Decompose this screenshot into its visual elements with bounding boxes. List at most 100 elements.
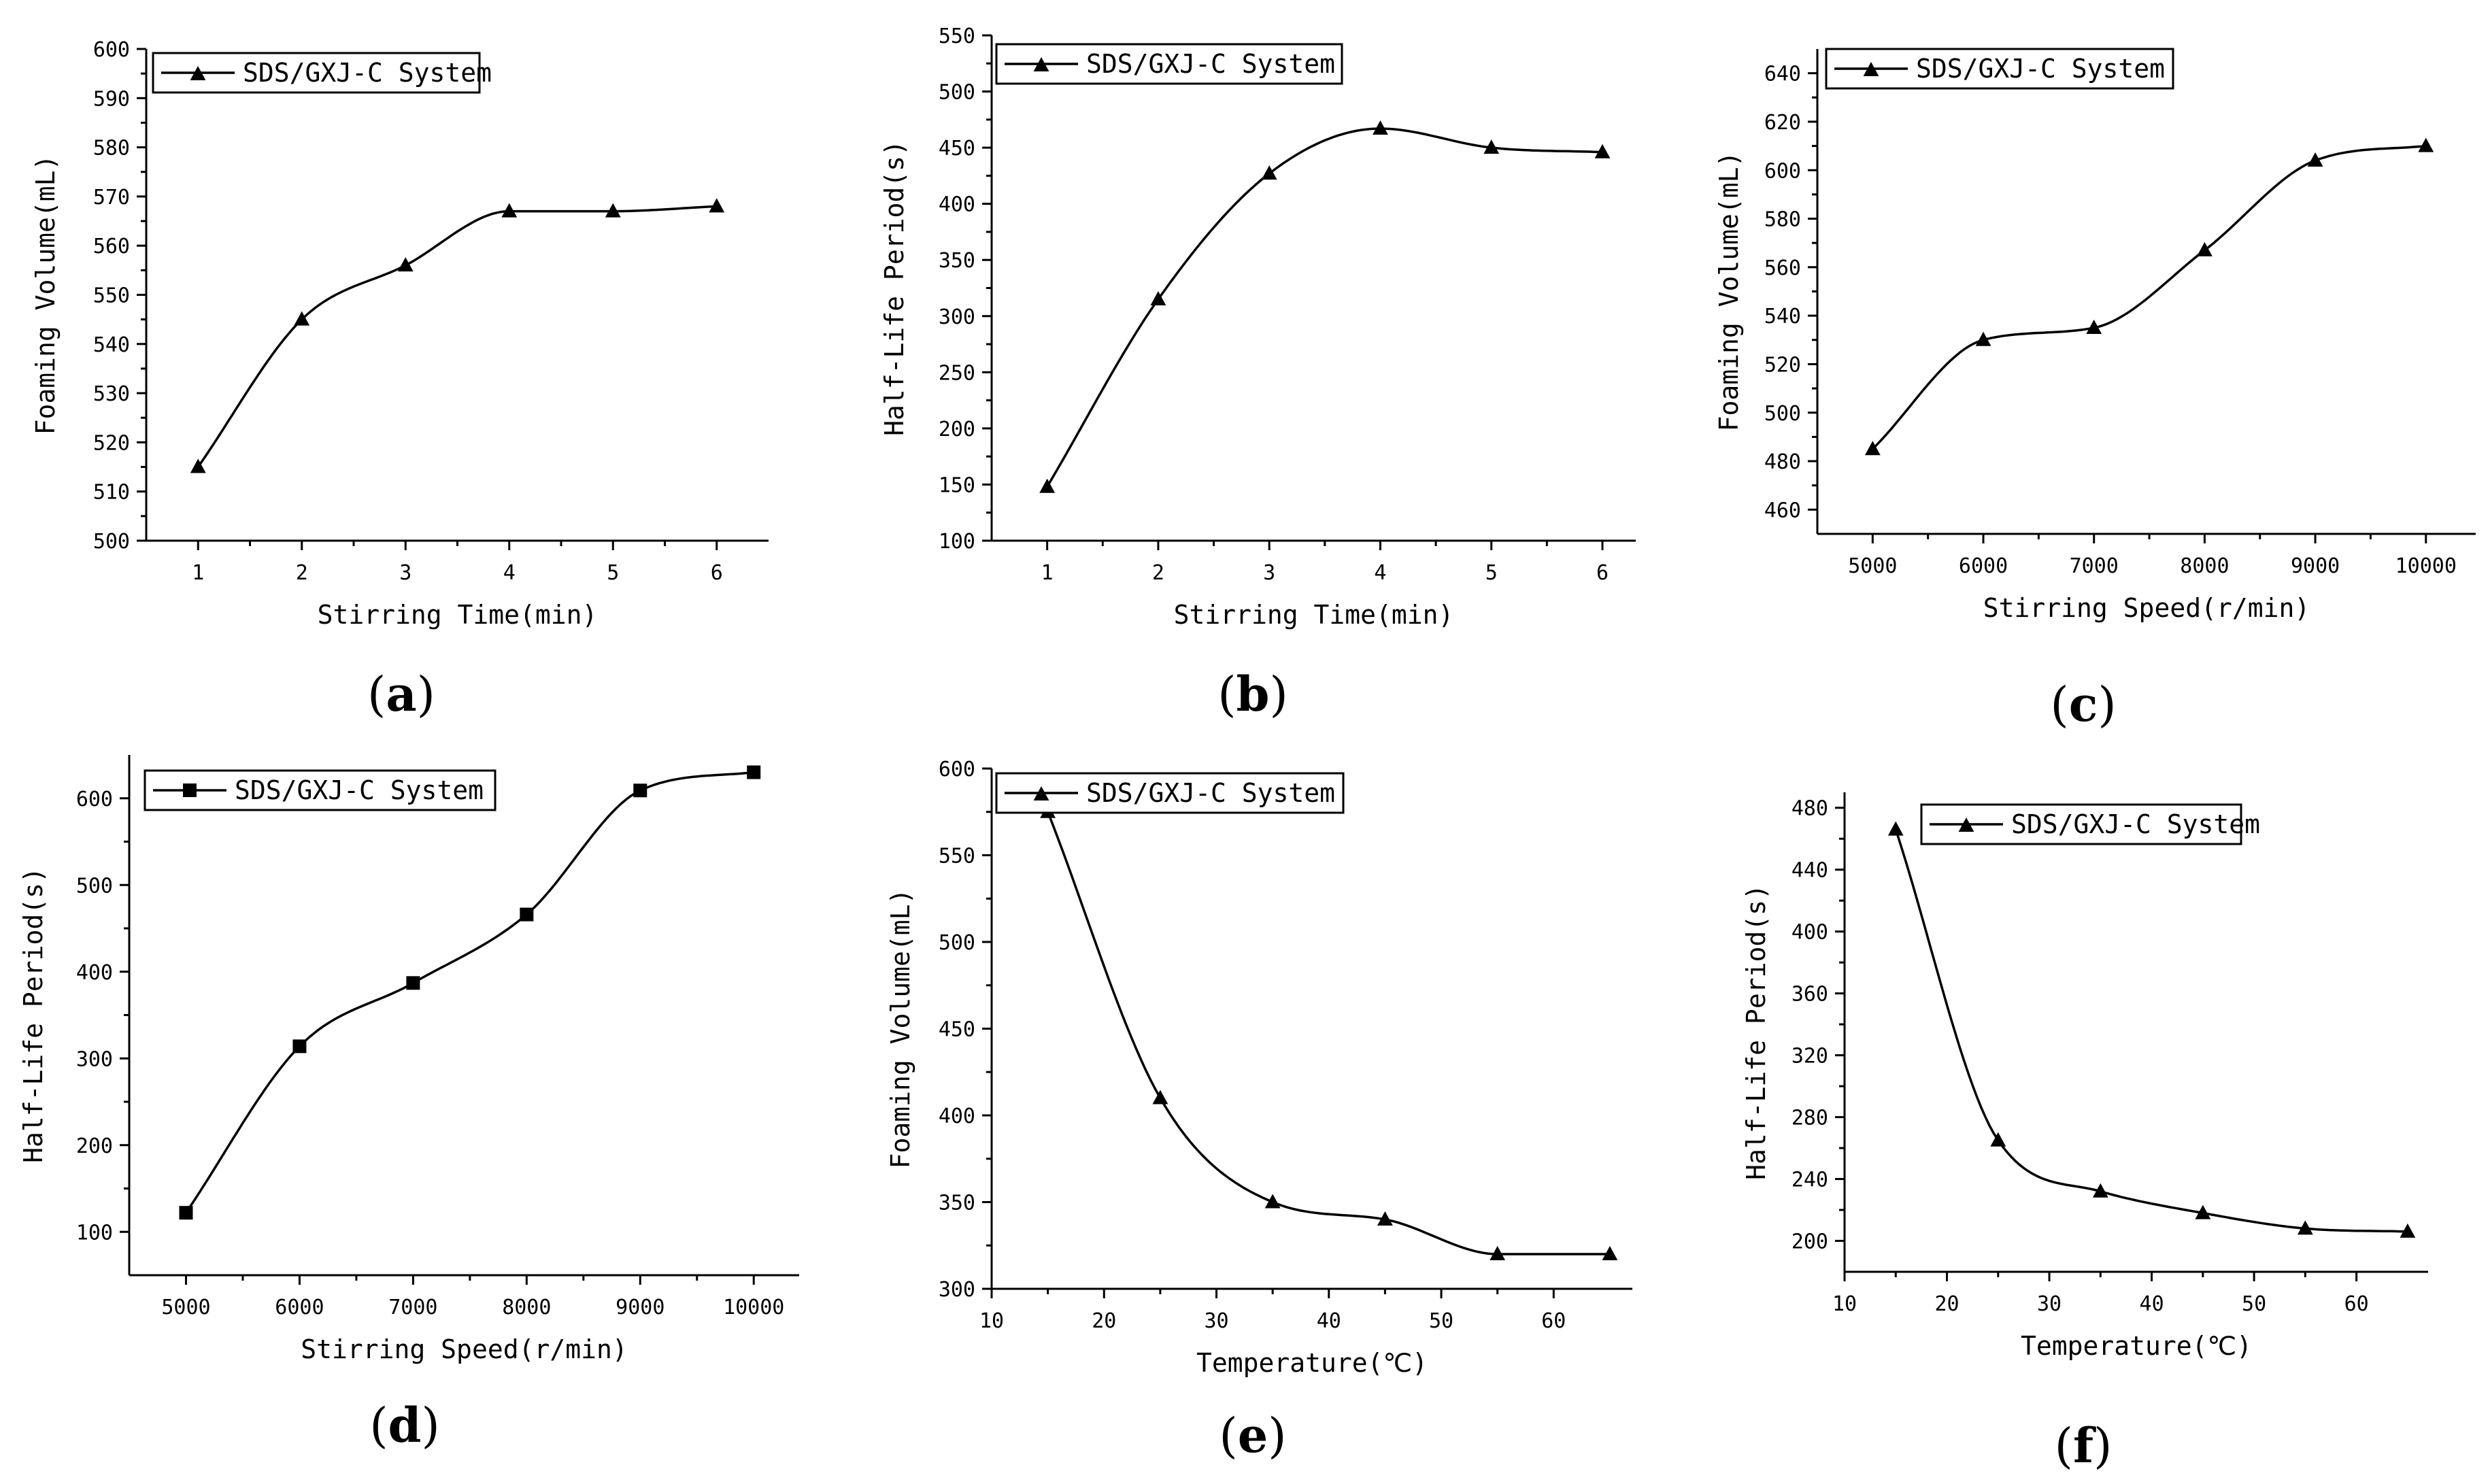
y-tick-label: 590: [93, 87, 130, 111]
caption-open-paren: (: [367, 667, 386, 722]
data-point: [633, 783, 647, 798]
data-point: [1373, 120, 1388, 135]
data-point: [709, 198, 725, 213]
y-tick-label: 600: [76, 788, 113, 811]
data-point: [1039, 478, 1056, 493]
y-tick-label: 300: [939, 1278, 975, 1302]
caption-letter: f: [2073, 1417, 2096, 1474]
y-tick-label: 600: [1764, 159, 1801, 183]
y-axis-title: Half-Life Period(s): [879, 140, 909, 436]
x-tick-label: 1: [1041, 561, 1054, 585]
series-line: [197, 205, 717, 468]
y-tick-label: 550: [939, 24, 975, 48]
legend-marker: [190, 66, 206, 80]
data-point: [292, 1039, 307, 1053]
y-tick-label: 100: [939, 530, 975, 554]
data-point: [1490, 1246, 1506, 1260]
chart-panel-e: 10 20 30 40 50 60 300 350 400 450 500 550 600 Tempera…: [886, 758, 1632, 1464]
legend: SDS/GXJ-C System: [995, 43, 1343, 85]
data-point: [1594, 144, 1611, 158]
x-tick-label: 9000: [616, 1296, 664, 1319]
y-axis-title: Foaming Volume(mL): [1714, 152, 1744, 432]
x-tick-label: 7000: [2070, 554, 2119, 578]
legend-marker: [183, 783, 197, 797]
x-tick-label: 10: [979, 1309, 1004, 1333]
x-tick-label: 60: [1541, 1309, 1566, 1333]
x-tick-label: 8000: [502, 1296, 551, 1319]
y-tick-label: 240: [1791, 1168, 1828, 1192]
y-tick-label: 150: [939, 473, 975, 497]
y-tick-label: 400: [1791, 921, 1828, 945]
y-tick-label: 560: [93, 235, 130, 258]
y-tick-label: 250: [939, 361, 975, 385]
series-line: [1872, 144, 2426, 450]
data-point: [2297, 1220, 2313, 1235]
y-tick-label: 540: [93, 333, 130, 357]
y-tick-label: 320: [1791, 1045, 1828, 1068]
caption-letter: e: [1238, 1407, 1268, 1464]
y-tick-label: 460: [1764, 499, 1801, 522]
legend-label: SDS/GXJ-C System: [1916, 54, 2165, 84]
caption-close-paren: ): [1268, 1408, 1286, 1464]
data-point: [520, 907, 534, 922]
y-tick-label: 280: [1791, 1107, 1828, 1130]
x-tick-label: 5000: [161, 1296, 210, 1319]
legend: SDS/GXJ-C System: [995, 772, 1345, 814]
legend: SDS/GXJ-C System: [152, 52, 492, 94]
legend-label: SDS/GXJ-C System: [1086, 49, 1335, 79]
legend: SDS/GXJ-C System: [1920, 803, 2260, 845]
y-axis-title: Foaming Volume(mL): [31, 155, 61, 435]
data-point: [1864, 441, 1881, 456]
legend-marker: [1863, 62, 1879, 76]
legend-marker: [1033, 786, 1049, 800]
x-tick-label: 5: [1485, 561, 1498, 585]
x-tick-label: 10: [1832, 1292, 1857, 1316]
data-point: [190, 458, 206, 473]
caption-close-paren: ): [1269, 667, 1288, 722]
y-tick-label: 540: [1764, 305, 1801, 328]
data-point: [1990, 1132, 2006, 1147]
x-axis-title: Temperature(℃): [1196, 1348, 1428, 1378]
data-point: [1264, 1194, 1281, 1209]
y-tick-label: 360: [1791, 983, 1828, 1007]
x-tick-label: 6000: [275, 1296, 324, 1319]
x-tick-label: 30: [2037, 1292, 2062, 1316]
panel-caption: (e): [1219, 1407, 1286, 1464]
data-point: [397, 257, 414, 272]
y-tick-label: 600: [939, 758, 975, 781]
x-tick-label: 30: [1204, 1309, 1228, 1333]
data-point: [1377, 1211, 1393, 1226]
data-point: [2195, 1204, 2211, 1219]
chart-panel-a: 1 2 3 4 5 6 500 510 520 530 540 550 560 570 580 590 600 S…: [31, 38, 769, 722]
x-axis-title: Stirring Speed(r/min): [301, 1334, 627, 1364]
y-tick-label: 580: [93, 137, 130, 161]
y-tick-label: 350: [939, 249, 975, 273]
x-tick-label: 6: [1596, 561, 1609, 585]
x-tick-label: 4: [1374, 561, 1386, 585]
y-tick-label: 500: [76, 874, 113, 898]
y-tick-label: 520: [1764, 353, 1801, 377]
y-tick-label: 450: [939, 137, 975, 161]
x-tick-label: 60: [2344, 1292, 2369, 1316]
x-axis-title: Stirring Time(min): [1174, 600, 1454, 630]
data-point: [2086, 319, 2102, 334]
y-tick-label: 520: [93, 431, 130, 455]
data-point: [2092, 1183, 2108, 1198]
y-tick-label: 560: [1764, 256, 1801, 280]
caption-letter: d: [388, 1397, 422, 1453]
x-tick-label: 6: [711, 561, 723, 585]
x-tick-label: 3: [1263, 561, 1275, 585]
x-axis-title: Temperature(℃): [2021, 1331, 2252, 1361]
legend-marker: [1958, 817, 1974, 832]
y-tick-label: 350: [939, 1192, 975, 1215]
y-tick-label: 580: [1764, 208, 1801, 232]
panel-caption: (c): [2050, 676, 2116, 732]
y-tick-label: 550: [93, 284, 130, 308]
y-tick-label: 500: [1764, 402, 1801, 426]
data-point: [1483, 139, 1500, 154]
x-tick-label: 4: [503, 561, 516, 585]
y-tick-label: 400: [939, 1104, 975, 1128]
x-tick-label: 50: [1429, 1309, 1453, 1333]
data-point: [501, 203, 518, 218]
series-line: [1046, 127, 1603, 488]
